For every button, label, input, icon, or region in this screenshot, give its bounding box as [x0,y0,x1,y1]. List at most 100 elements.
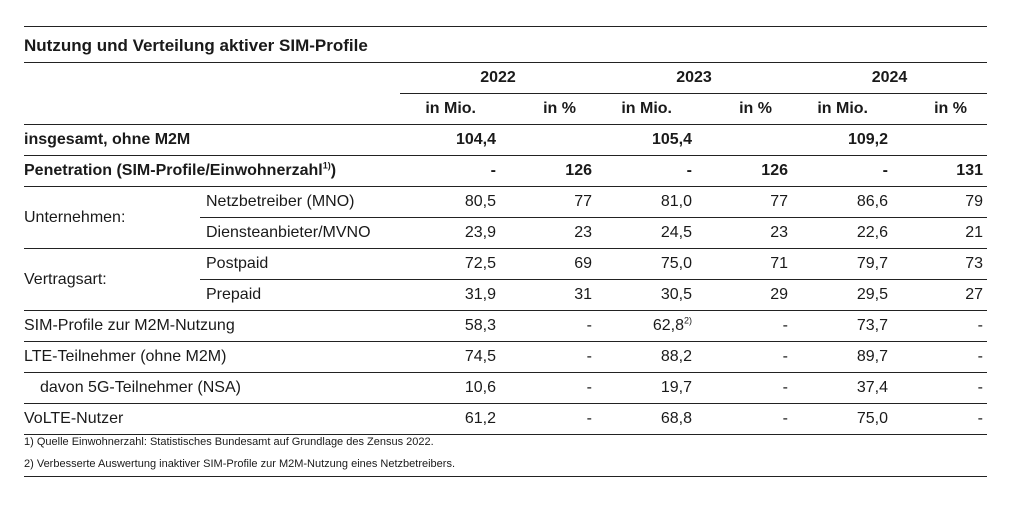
bottom-rule [24,476,987,477]
cell: 73,7 [792,310,892,342]
row-label: Netzbetreiber (MNO) [200,186,400,218]
table-row: SIM-Profile zur M2M-Nutzung 58,3 - 62,82… [24,310,987,342]
cell: 126 [500,155,596,187]
table-row: VoLTE-Nutzer 61,2 - 68,8 - 75,0 - [24,403,987,435]
row-label: Diensteanbieter/MVNO [200,217,400,249]
cell: 72,5 [400,248,500,280]
year-2023: 2023 [596,63,792,94]
cell [892,124,987,156]
cell: 23 [696,217,792,249]
title-rule [24,62,987,63]
cell: 30,5 [596,279,696,311]
cell: - [500,372,596,404]
year-2022: 2022 [400,63,596,94]
sim-profile-table: 2022 2023 2024 in Mio. in % in Mio. in %… [24,63,987,435]
cell [500,124,596,156]
row-label: davon 5G-Teilnehmer (NSA) [24,372,400,404]
cell: - [892,372,987,404]
cell: 23,9 [400,217,500,249]
cell: 74,5 [400,341,500,373]
unit-mio: in Mio. [621,100,672,117]
table-row: Vertragsart: Postpaid 72,5 69 75,0 71 79… [24,248,987,311]
row-label: VoLTE-Nutzer [24,403,400,435]
row-label: LTE-Teilnehmer (ohne M2M) [24,341,400,373]
cell: 131 [892,155,987,187]
table-row: Prepaid 31,9 31 30,5 29 29,5 27 [24,279,987,311]
cell: - [696,372,792,404]
table-row: Unternehmen: Netzbetreiber (MNO) 80,5 77… [24,186,987,249]
cell: 61,2 [400,403,500,435]
cell: 24,5 [596,217,696,249]
cell: - [792,155,892,187]
top-rule [24,26,987,27]
row-label: Postpaid [200,248,400,280]
footnote-1: 1) Quelle Einwohnerzahl: Statistisches B… [24,436,434,448]
cell: - [696,403,792,435]
cell: 89,7 [792,341,892,373]
cell: 23 [500,217,596,249]
cell: 29,5 [792,279,892,311]
cell: 77 [500,186,596,218]
cell: 71 [696,248,792,280]
unit-header-row: in Mio. in % in Mio. in % in Mio. in % [24,94,987,125]
cell: - [892,341,987,373]
cell: 105,4 [596,124,696,156]
cell: - [500,310,596,342]
cell: 69 [500,248,596,280]
year-header-row: 2022 2023 2024 [24,63,987,94]
cell: 10,6 [400,372,500,404]
cell: 68,8 [596,403,696,435]
cell: - [596,155,696,187]
table-row: LTE-Teilnehmer (ohne M2M) 74,5 - 88,2 - … [24,341,987,373]
table-row-penetration: Penetration (SIM-Profile/Einwohnerzahl1)… [24,155,987,187]
row-label: insgesamt, ohne M2M [24,124,400,156]
cell: 73 [892,248,987,280]
unit-pct: in % [934,100,967,117]
row-label: Prepaid [200,279,400,311]
cell: 126 [696,155,792,187]
table-row: davon 5G-Teilnehmer (NSA) 10,6 - 19,7 - … [24,372,987,404]
cell: 81,0 [596,186,696,218]
cell: 22,6 [792,217,892,249]
cell: 31,9 [400,279,500,311]
cell: - [400,155,500,187]
cell: 29 [696,279,792,311]
cell: 58,3 [400,310,500,342]
cell: - [892,310,987,342]
cell: 75,0 [596,248,696,280]
cell: 62,82) [596,310,696,342]
cell: 19,7 [596,372,696,404]
cell: 79 [892,186,987,218]
cell [696,124,792,156]
cell: - [500,341,596,373]
unit-pct: in % [543,100,576,117]
cell: 37,4 [792,372,892,404]
cell: 109,2 [792,124,892,156]
cell: - [696,310,792,342]
cell: 77 [696,186,792,218]
cell: 21 [892,217,987,249]
unit-mio: in Mio. [817,100,868,117]
cell: 88,2 [596,341,696,373]
cell: 80,5 [400,186,500,218]
table-row: Diensteanbieter/MVNO 23,9 23 24,5 23 22,… [24,217,987,249]
row-label: SIM-Profile zur M2M-Nutzung [24,310,400,342]
unit-mio: in Mio. [425,100,476,117]
cell: 79,7 [792,248,892,280]
cell: - [892,403,987,435]
cell: - [696,341,792,373]
cell: - [500,403,596,435]
group-label: Vertragsart: [24,248,200,311]
cell: 31 [500,279,596,311]
year-2024: 2024 [792,63,987,94]
cell: 104,4 [400,124,500,156]
footnote-2: 2) Verbesserte Auswertung inaktiver SIM-… [24,458,456,470]
row-label: Penetration (SIM-Profile/Einwohnerzahl1)… [24,155,400,187]
group-label: Unternehmen: [24,186,200,249]
table-row-total: insgesamt, ohne M2M 104,4 105,4 109,2 [24,124,987,156]
cell: 86,6 [792,186,892,218]
table-title: Nutzung und Verteilung aktiver SIM-Profi… [24,36,368,55]
cell: 75,0 [792,403,892,435]
unit-pct: in % [739,100,772,117]
cell: 27 [892,279,987,311]
